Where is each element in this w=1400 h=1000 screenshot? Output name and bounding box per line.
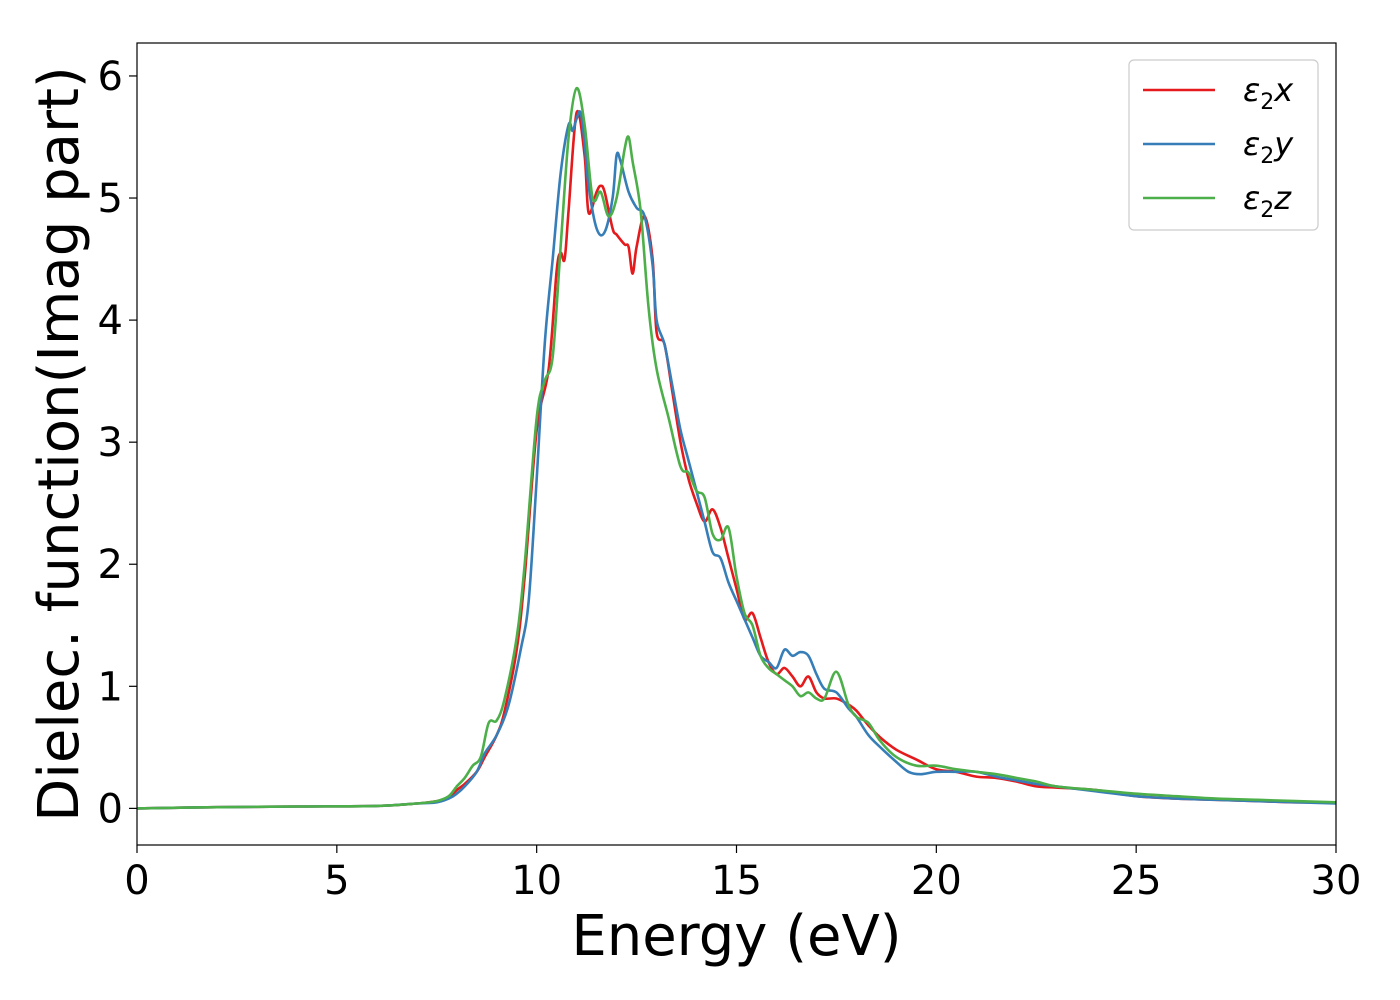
- x-tick-label: 15: [711, 858, 762, 904]
- x-tick-label: 25: [1111, 858, 1162, 904]
- y-tick-label: 0: [98, 786, 123, 832]
- y-tick-label: 6: [98, 54, 123, 100]
- y-tick-label: 5: [98, 176, 123, 222]
- y-tick-label: 4: [98, 298, 123, 344]
- y-axis-title: Dielec. function(Imag part): [27, 66, 92, 822]
- legend-label-z: ε2z: [1243, 179, 1292, 223]
- legend: ε2x ε2y ε2z: [1128, 59, 1319, 231]
- x-tick-label: 30: [1311, 858, 1362, 904]
- series-line-z: [136, 86, 1337, 810]
- axes-layer: 0 5 10 15 20 25 30 0 1 2 3 4 5 6: [98, 42, 1362, 904]
- series-line-x: [136, 109, 1337, 810]
- x-tick-label: 5: [324, 858, 349, 904]
- y-tick-label: 2: [98, 542, 123, 588]
- y-tick-label: 1: [98, 664, 123, 710]
- legend-frame: [1128, 59, 1319, 231]
- legend-label-x: ε2x: [1243, 71, 1294, 115]
- x-tick-label: 20: [911, 858, 962, 904]
- y-tick-label: 3: [98, 420, 123, 466]
- x-tick-label: 0: [124, 858, 149, 904]
- series-line-y: [136, 110, 1337, 810]
- legend-label-y: ε2y: [1243, 125, 1294, 169]
- x-tick-label: 10: [511, 858, 562, 904]
- series-layer: [136, 86, 1337, 810]
- x-axis-title: Energy (eV): [571, 904, 901, 969]
